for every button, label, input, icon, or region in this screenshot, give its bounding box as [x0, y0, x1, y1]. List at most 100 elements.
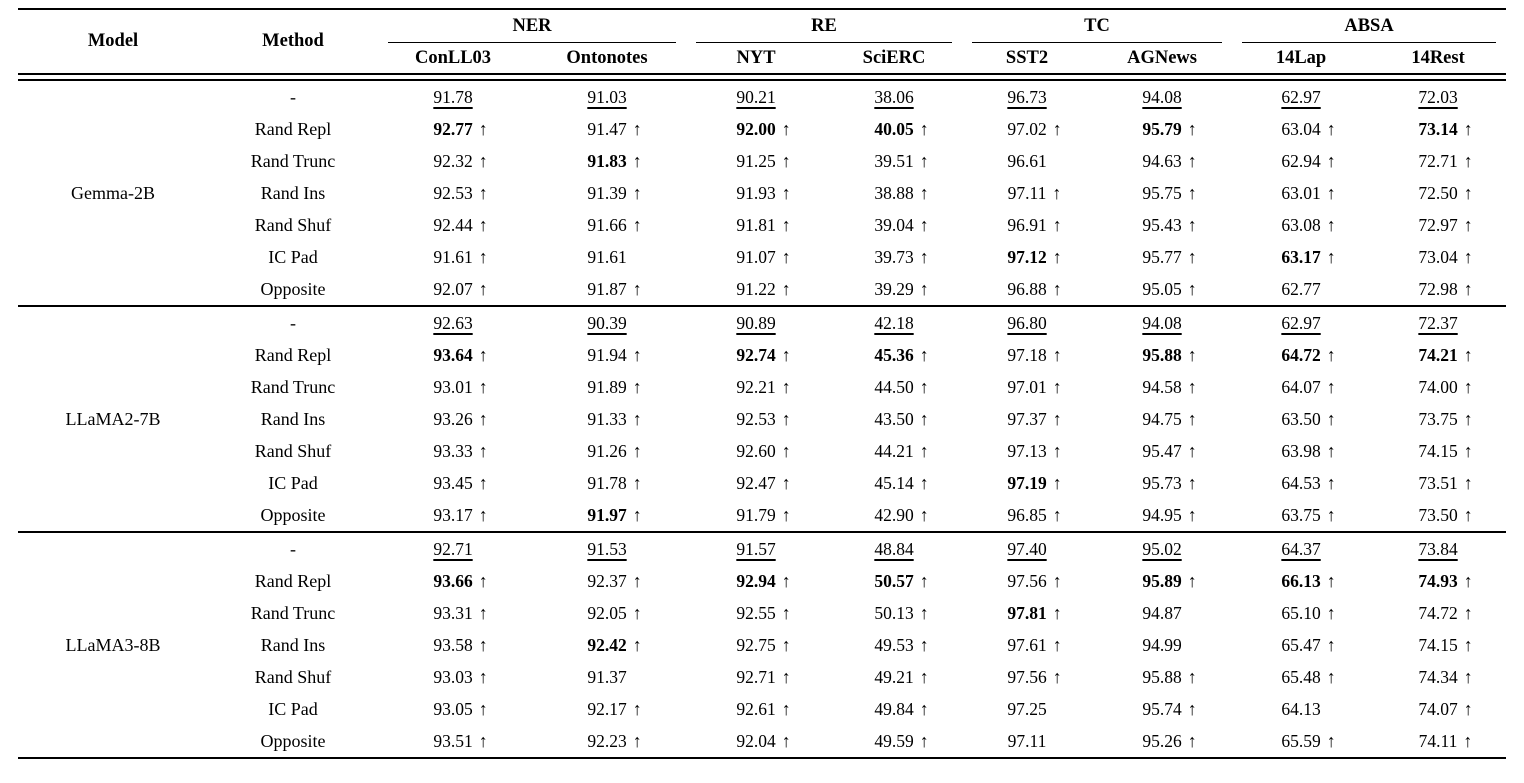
score-cell: 90.21 — [686, 80, 826, 113]
score-cell: 45.36 ↑ — [826, 339, 962, 371]
score-value: 97.37 — [1007, 408, 1047, 429]
score-value: 91.78 — [433, 86, 473, 107]
score-cell: 39.73 ↑ — [826, 241, 962, 273]
score-value: 91.47 — [587, 118, 627, 139]
score-cell: 92.32 ↑ — [378, 145, 528, 177]
col-header-model: Model — [18, 9, 208, 75]
up-arrow-icon: ↑ — [1326, 247, 1336, 267]
score-cell: 74.11 ↑ — [1370, 725, 1506, 758]
score-cell: 97.56 ↑ — [962, 661, 1092, 693]
score-cell: 93.33 ↑ — [378, 435, 528, 467]
method-name: Rand Trunc — [250, 602, 336, 623]
up-arrow-icon: ↑ — [781, 119, 791, 139]
score-cell: 97.12 ↑ — [962, 241, 1092, 273]
up-arrow-icon: ↑ — [632, 505, 642, 525]
up-arrow-icon: ↑ — [919, 473, 929, 493]
up-arrow-icon: ↑ — [1463, 345, 1473, 365]
score-cell: 38.88 ↑ — [826, 177, 962, 209]
score-value: 97.40 — [1007, 538, 1047, 559]
method-name: IC Pad — [268, 246, 318, 267]
method-name: Rand Ins — [260, 634, 326, 655]
score-cell: 50.13 ↑ — [826, 597, 962, 629]
score-cell: 94.95 ↑ — [1092, 499, 1232, 532]
score-cell: 39.29 ↑ — [826, 273, 962, 306]
score-cell: 91.03 — [528, 80, 686, 113]
score-cell: 91.61 ↑ — [378, 241, 528, 273]
score-value: 62.97 — [1281, 312, 1321, 333]
group-header-row: Model Method NER RE TC ABSA — [18, 9, 1506, 75]
up-arrow-icon: ↑ — [781, 183, 791, 203]
table-row: Opposite 93.17 ↑ 91.97 ↑ 91.79 ↑ 42.90 ↑ 96.85 ↑ 94… — [18, 499, 1506, 532]
score-value: 91.22 — [736, 278, 776, 299]
score-value: 92.94 — [736, 570, 776, 591]
table-header: Model Method NER RE TC ABSA ConLL03 Onto… — [18, 9, 1507, 75]
score-value: 92.71 — [433, 538, 473, 559]
score-cell: 73.84 — [1370, 531, 1507, 565]
score-value: 92.71 — [736, 666, 776, 687]
up-arrow-icon: ↑ — [478, 731, 488, 751]
col-header-method: Method — [208, 9, 378, 75]
method-name: Rand Repl — [254, 570, 332, 591]
score-cell: 92.05 ↑ — [528, 597, 686, 629]
score-cell: 93.51 ↑ — [378, 725, 528, 758]
score-cell: 63.50 ↑ — [1232, 403, 1370, 435]
score-cell: 40.05 ↑ — [826, 113, 962, 145]
score-value: 94.08 — [1142, 312, 1182, 333]
up-arrow-icon: ↑ — [1326, 119, 1336, 139]
score-value: 97.11 — [1007, 182, 1047, 203]
up-arrow-icon: ↑ — [919, 603, 929, 623]
up-arrow-icon: ↑ — [632, 377, 642, 397]
table-row: LLaMA2-7B - 92.63 90.39 90.89 42.18 96.80 94.08… — [18, 305, 1507, 532]
score-value: 95.43 — [1142, 214, 1182, 235]
up-arrow-icon: ↑ — [478, 441, 488, 461]
up-arrow-icon: ↑ — [1463, 409, 1473, 429]
score-value: 72.03 — [1418, 86, 1458, 107]
up-arrow-icon: ↑ — [1463, 473, 1473, 493]
table-row: Rand Ins 92.53 ↑ 91.39 ↑ 91.93 ↑ 38.88 ↑ 97.11 ↑ 95… — [18, 177, 1506, 209]
score-value: 74.34 — [1418, 666, 1458, 687]
score-value: 92.04 — [736, 730, 776, 751]
score-value: 94.58 — [1142, 376, 1182, 397]
up-arrow-icon: ↑ — [1052, 215, 1062, 235]
score-cell: 62.97 — [1232, 80, 1370, 113]
score-value: 95.88 — [1142, 344, 1182, 365]
col-header-scierc: SciERC — [826, 43, 963, 75]
up-arrow-icon: ↑ — [919, 699, 929, 719]
score-cell: 94.75 ↑ — [1092, 403, 1232, 435]
score-cell: 97.02 ↑ — [962, 113, 1092, 145]
score-cell: 73.75 ↑ — [1370, 403, 1506, 435]
up-arrow-icon: ↑ — [1052, 345, 1062, 365]
score-cell: 74.07 ↑ — [1370, 693, 1506, 725]
score-cell: 91.53 — [528, 531, 686, 565]
score-cell: 49.21 ↑ — [826, 661, 962, 693]
score-value: 96.85 — [1007, 504, 1047, 525]
up-arrow-icon: ↑ — [919, 441, 929, 461]
table-row: Rand Ins 93.58 ↑ 92.42 ↑ 92.75 ↑ 49.53 ↑ 97.61 ↑ 94… — [18, 629, 1506, 661]
up-arrow-icon: ↑ — [478, 571, 488, 591]
model-name: LLaMA3-8B — [18, 531, 208, 758]
up-arrow-icon: ↑ — [1052, 441, 1062, 461]
method-name: Rand Ins — [260, 182, 326, 203]
score-value: 91.61 — [433, 246, 473, 267]
score-value: 92.37 — [587, 570, 627, 591]
up-arrow-icon: ↑ — [1326, 377, 1336, 397]
score-cell: 92.71 ↑ — [686, 661, 826, 693]
score-cell: 45.14 ↑ — [826, 467, 962, 499]
score-value: 92.53 — [736, 408, 776, 429]
score-value: 40.05 — [874, 118, 914, 139]
score-value: 92.63 — [433, 312, 473, 333]
up-arrow-icon: ↑ — [478, 409, 488, 429]
score-cell: 97.19 ↑ — [962, 467, 1092, 499]
up-arrow-icon: ↑ — [1463, 505, 1473, 525]
up-arrow-icon: ↑ — [1187, 151, 1197, 171]
score-value: 96.61 — [1007, 150, 1047, 171]
score-cell: 65.47 ↑ — [1232, 629, 1370, 661]
score-cell: 91.37 — [528, 661, 686, 693]
score-value: 65.59 — [1281, 730, 1321, 751]
score-cell: 93.58 ↑ — [378, 629, 528, 661]
score-cell: 91.78 ↑ — [528, 467, 686, 499]
model-name: LLaMA2-7B — [18, 305, 208, 532]
score-cell: 95.79 ↑ — [1092, 113, 1232, 145]
method-name: Rand Shuf — [254, 666, 332, 687]
up-arrow-icon: ↑ — [1052, 635, 1062, 655]
